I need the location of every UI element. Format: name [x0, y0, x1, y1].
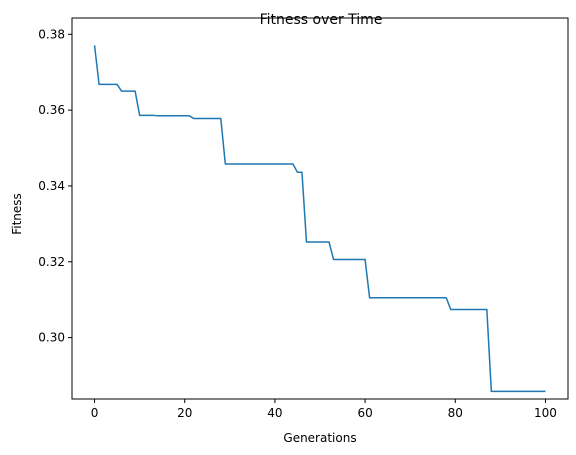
x-tick-label: 80 — [448, 406, 463, 420]
x-tick-label: 0 — [91, 406, 99, 420]
plot-frame — [71, 17, 569, 400]
y-tick-label: 0.30 — [38, 331, 65, 345]
y-axis-label: Fitness — [10, 193, 24, 235]
fitness-series-line — [93, 45, 546, 393]
plot-area-series — [93, 45, 546, 393]
x-axis: 0 20 40 60 80 100 — [91, 399, 557, 420]
y-tick-label: 0.34 — [38, 179, 65, 193]
x-axis-label: Generations — [283, 431, 356, 445]
chart-title: Fitness over Time — [260, 12, 383, 28]
y-tick-label: 0.32 — [38, 255, 65, 269]
x-tick-label: 20 — [177, 406, 192, 420]
x-tick-label: 60 — [357, 406, 372, 420]
y-tick-label: 0.36 — [38, 103, 65, 117]
x-tick-label: 100 — [534, 406, 557, 420]
y-axis: 0.30 0.32 0.34 0.36 0.38 — [38, 27, 72, 345]
y-tick-label: 0.38 — [38, 27, 65, 41]
x-tick-label: 40 — [267, 406, 282, 420]
